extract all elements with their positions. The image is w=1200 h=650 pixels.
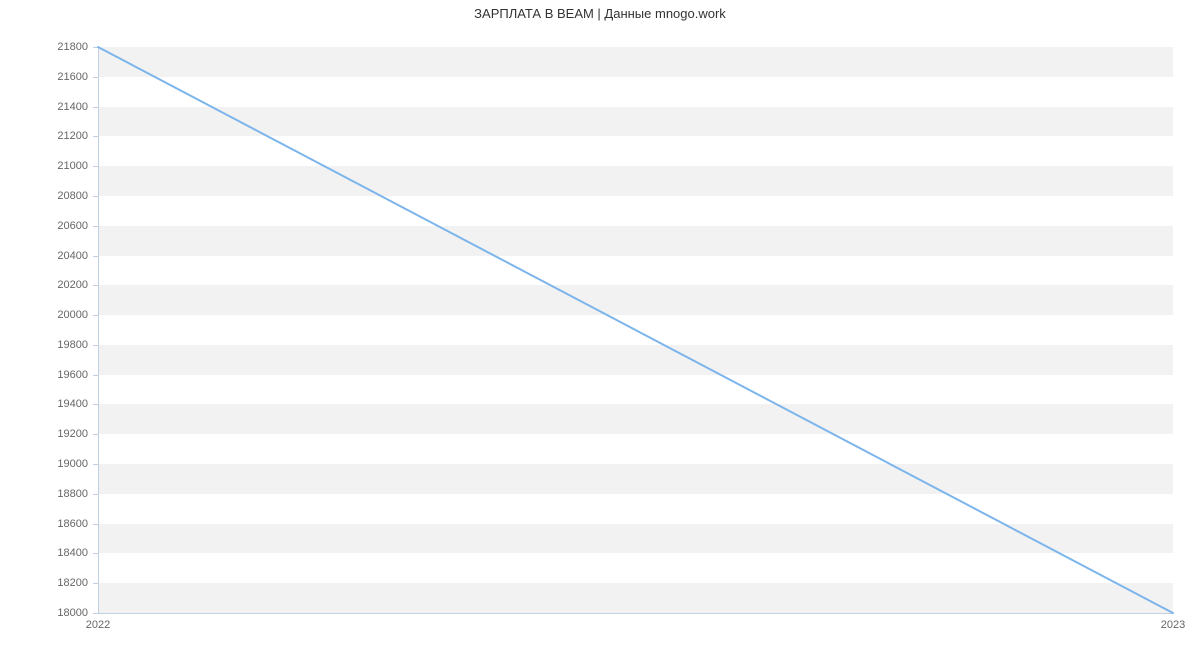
y-tick-label: 19800 <box>28 339 88 351</box>
y-tick-label: 19200 <box>28 428 88 440</box>
y-tick-label: 20600 <box>28 220 88 232</box>
y-tick-label: 21800 <box>28 41 88 53</box>
y-tick-label: 18600 <box>28 518 88 530</box>
y-tick-label: 19600 <box>28 369 88 381</box>
y-tick-label: 20000 <box>28 309 88 321</box>
plot-area: 1800018200184001860018800190001920019400… <box>98 47 1173 613</box>
x-axis-line <box>98 613 1173 614</box>
y-tick-label: 18200 <box>28 577 88 589</box>
y-tick-label: 20400 <box>28 250 88 262</box>
x-tick-label: 2022 <box>86 619 110 631</box>
series-line <box>98 47 1173 613</box>
y-tick-label: 21400 <box>28 101 88 113</box>
y-tick-label: 20800 <box>28 190 88 202</box>
chart-title: ЗАРПЛАТА В BEAM | Данные mnogo.work <box>0 6 1200 21</box>
y-tick-label: 18400 <box>28 547 88 559</box>
y-tick-label: 21000 <box>28 160 88 172</box>
y-tick-label: 18000 <box>28 607 88 619</box>
chart-container: ЗАРПЛАТА В BEAM | Данные mnogo.work 1800… <box>0 0 1200 650</box>
y-tick-label: 21200 <box>28 130 88 142</box>
y-tick-label: 19400 <box>28 398 88 410</box>
y-tick-mark <box>93 613 98 614</box>
y-tick-label: 21600 <box>28 71 88 83</box>
y-tick-label: 19000 <box>28 458 88 470</box>
series-layer <box>98 47 1173 613</box>
x-tick-label: 2023 <box>1161 619 1185 631</box>
y-tick-label: 18800 <box>28 488 88 500</box>
y-tick-label: 20200 <box>28 279 88 291</box>
